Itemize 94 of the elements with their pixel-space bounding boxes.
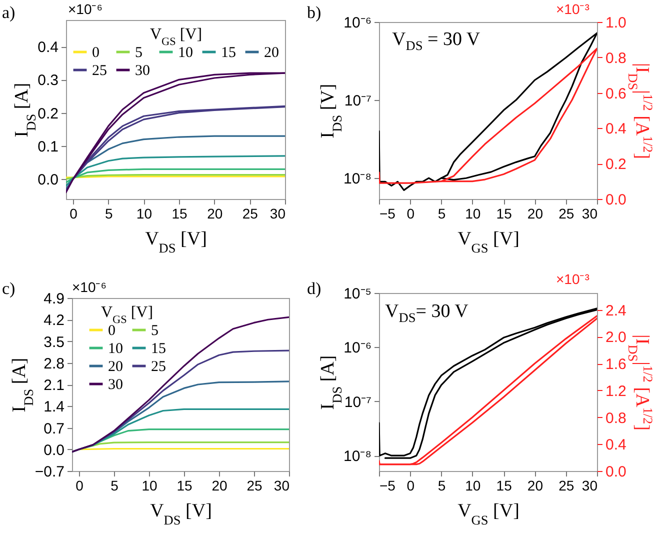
legend-label: 0 (108, 323, 116, 339)
x-tick-label: 0 (406, 206, 415, 222)
y-tick-label: 3.5 (44, 334, 64, 351)
y-tick-label: 0.0 (44, 442, 64, 459)
x-axis-title: V$_{DS}$ [V] (150, 500, 212, 527)
y2-tick-label: 1.6 (606, 356, 626, 374)
x-tick-label: −5 (380, 206, 396, 222)
y-tick-label: 0.1 (38, 138, 58, 156)
y2-tick-label: 2.4 (606, 302, 626, 320)
x-tick-label: 25 (246, 478, 262, 494)
legend-label: 5 (135, 45, 142, 61)
x-tick-label: 20 (527, 206, 544, 222)
x-tick-label: 15 (172, 206, 188, 222)
x-axis-title: V$_{GS}$ [V] (458, 500, 520, 527)
legend-title: V$_{GS}$ [V] (150, 26, 202, 48)
x-axis-title: V$_{DS}$ [V] (145, 228, 207, 255)
legend-label: 25 (151, 359, 166, 375)
y-tick-label: 4.2 (44, 312, 64, 330)
x-tick-label: 15 (496, 478, 512, 494)
x-tick-label: 15 (176, 478, 192, 494)
y2-tick-label: 0.4 (606, 120, 626, 138)
x-tick-label: 10 (136, 206, 152, 222)
y-tick-label: 10⁻⁵ (344, 286, 372, 302)
legend-label: 25 (92, 63, 107, 79)
y-tick-label: 0.2 (38, 105, 58, 122)
legend-label: 10 (108, 341, 123, 357)
y2-tick-label: 0.8 (606, 410, 626, 427)
x-tick-label: 20 (207, 206, 223, 222)
text: ×10⁻⁶ (68, 1, 103, 17)
y-tick-label: 10⁻⁶ (344, 14, 372, 32)
x-tick-label: −5 (380, 478, 396, 494)
x-tick-label: 25 (558, 478, 574, 494)
y-tick-label: 10⁻⁶ (344, 340, 372, 357)
y2-tick-label: 0.8 (606, 50, 626, 67)
legend-label: 30 (135, 63, 150, 79)
x-tick-label: 0 (70, 206, 78, 222)
x-tick-label: 5 (110, 478, 119, 494)
x-tick-label: 0 (76, 478, 84, 494)
legend-label: 5 (151, 323, 158, 339)
y2-tick-label: 0.0 (606, 464, 626, 480)
x-tick-label: 25 (558, 206, 574, 222)
annotation: V$_{DS}$ = 30 V (392, 29, 480, 53)
y2-tick-label: 0.0 (606, 192, 626, 208)
text: ×10⁻³ (556, 271, 590, 287)
y-tick-label: −0.7 (34, 464, 64, 480)
x-axis-title: V$_{GS}$ [V] (458, 228, 520, 255)
y-tick-label: 0.0 (38, 172, 58, 189)
y-tick-label: 10⁻⁷ (344, 92, 372, 110)
x-tick-label: 30 (582, 478, 598, 494)
x-tick-label: 30 (270, 206, 286, 222)
x-tick-label: 20 (212, 478, 228, 494)
y2-tick-label: 1.0 (606, 14, 626, 32)
legend-label: 0 (92, 45, 100, 61)
legend-label: 15 (221, 45, 236, 61)
x-tick-label: 5 (438, 478, 446, 494)
x-tick-label: 5 (438, 206, 446, 222)
legend-label: 20 (264, 45, 279, 61)
legend-label: 15 (151, 341, 166, 357)
y-tick-label: 1.4 (44, 398, 64, 416)
y-tick-label: 2.1 (44, 377, 64, 394)
x-tick-label: 10 (465, 478, 481, 494)
x-tick-label: 20 (527, 478, 544, 494)
x-tick-label: 10 (465, 206, 481, 222)
x-tick-label: 25 (242, 206, 258, 222)
annotation: V$_{DS}$= 30 V (385, 301, 468, 325)
y2-tick-label: 0.2 (606, 156, 626, 174)
legend-label: 10 (178, 45, 193, 61)
x-tick-label: 15 (496, 206, 512, 222)
legend-label: 30 (108, 377, 123, 393)
y2-tick-label: 0.6 (606, 85, 626, 102)
text: ×10⁻⁶ (72, 279, 107, 295)
y-tick-label: 10⁻⁸ (343, 170, 372, 188)
y-tick-label: 10⁻⁷ (344, 394, 372, 411)
text: c) (2, 279, 16, 298)
text: d) (307, 279, 322, 298)
y-tick-label: 10⁻⁸ (343, 448, 372, 466)
x-tick-label: 30 (582, 206, 598, 222)
text: a) (2, 3, 16, 22)
text: b) (307, 3, 322, 22)
y-tick-label: 4.9 (44, 290, 64, 308)
x-tick-label: 0 (406, 478, 415, 494)
y-tick-label: 0.7 (44, 420, 64, 438)
x-tick-label: 5 (104, 206, 113, 222)
y2-tick-label: 2.0 (606, 329, 626, 346)
legend-title: V$_{GS}$ [V] (100, 304, 154, 326)
y2-tick-label: 1.2 (606, 382, 626, 400)
y-tick-label: 0.3 (38, 72, 58, 90)
y2-tick-label: 0.4 (606, 436, 626, 454)
y-tick-label: 0.4 (38, 39, 58, 56)
legend-label: 20 (108, 359, 123, 375)
y-tick-label: 2.8 (44, 355, 64, 372)
x-tick-label: 30 (274, 478, 290, 494)
x-tick-label: 10 (142, 478, 158, 494)
text: ×10⁻³ (556, 1, 590, 17)
